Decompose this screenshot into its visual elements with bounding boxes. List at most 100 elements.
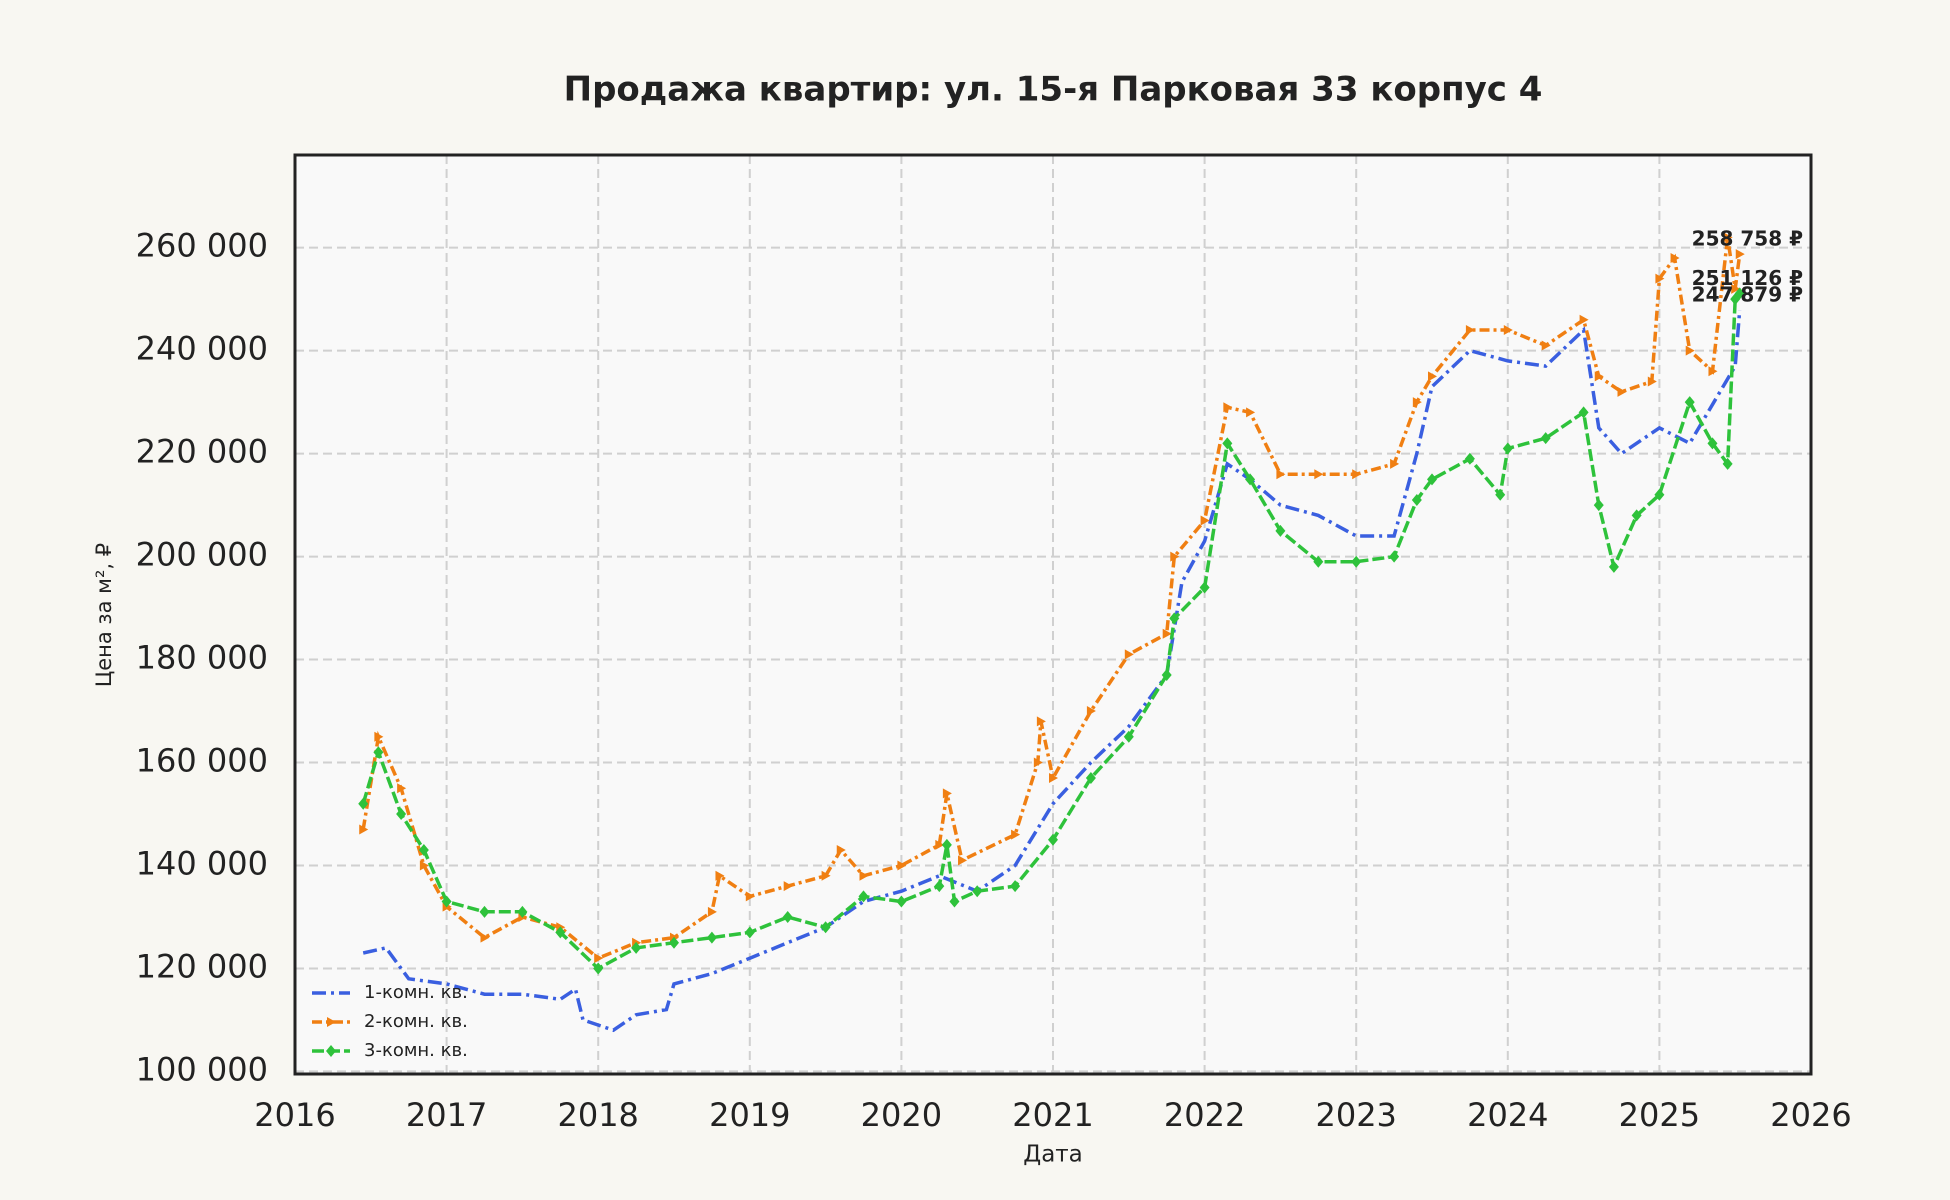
data-point [1594,371,1604,382]
data-point [517,905,528,918]
data-point [479,905,490,918]
data-point [1735,249,1745,260]
y-tick-label: 180 000 [136,639,268,677]
data-point [942,788,952,799]
end-label: 258 758 ₽ [1692,227,1803,251]
x-tick-label: 2018 [557,1096,638,1134]
legend-label: 1-комн. кв. [364,982,468,1003]
data-point [783,881,793,892]
data-point [1655,273,1665,284]
data-point [1246,407,1256,418]
data-point [1722,457,1733,470]
x-axis-label: Дата [1023,1142,1083,1168]
data-point [1123,730,1134,743]
legend-label: 2-комн. кв. [364,1011,468,1032]
data-point [1465,325,1475,336]
data-point [1427,473,1437,486]
data-point [821,870,831,881]
data-point [1351,555,1362,568]
grid [294,155,1812,1074]
data-point [1684,396,1695,409]
data-point [593,962,604,975]
data-point [1593,499,1604,512]
data-point [480,932,490,943]
y-tick-label: 260 000 [136,227,268,265]
data-point [1541,340,1551,351]
data-point [359,824,369,835]
data-point [1503,325,1513,336]
data-point [1085,771,1096,784]
data-point [1048,833,1058,846]
data-point [1540,432,1551,445]
data-point [1734,287,1745,300]
legend-marker [326,1045,336,1057]
data-point [1169,612,1180,625]
data-point [669,936,679,949]
data-point [1708,366,1718,377]
data-point [935,839,945,850]
data-point [1608,560,1619,573]
data-point [1161,668,1172,681]
data-point [744,926,755,939]
data-point [1670,252,1680,263]
data-point [397,783,407,794]
chart-title: Продажа квартир: ул. 15-я Парковая 33 ко… [564,70,1543,110]
data-point [441,895,452,908]
data-point [820,921,831,934]
end-label: 247 879 ₽ [1692,283,1803,307]
data-point [836,845,846,856]
data-point [1685,345,1695,356]
data-point [1390,458,1400,469]
data-point [958,855,968,866]
series-line [362,309,1742,1033]
end-label: 251 126 ₽ [1692,266,1803,290]
data-point [782,910,793,923]
data-point [1647,376,1657,387]
data-point [1389,550,1400,563]
data-point [1314,469,1324,480]
data-point [1578,406,1589,419]
data-point [972,885,983,898]
data-point [419,860,429,871]
x-tick-label: 2016 [254,1096,335,1134]
y-tick-label: 240 000 [136,330,268,368]
series-line [361,237,1742,961]
data-point [1428,371,1437,382]
data-point [1654,488,1665,501]
x-tick-label: 2026 [1770,1096,1851,1134]
plot-frame [293,153,1813,1076]
data-point [418,844,429,857]
data-point [1313,555,1324,568]
y-axis-label: Цена за м², ₽ [92,543,116,687]
data-point [896,895,907,908]
series-line [361,292,1742,971]
x-tick-label: 2025 [1619,1096,1700,1134]
data-point [949,895,960,908]
data-point [706,931,717,944]
data-point [594,953,604,964]
data-point [1223,402,1233,413]
series-group [358,232,1745,1033]
data-point [631,941,642,954]
x-tick-label: 2019 [709,1096,790,1134]
data-point [1162,628,1172,639]
data-point [374,731,384,742]
legend-label: 3-комн. кв. [364,1040,468,1061]
data-point [373,746,384,759]
data-point [1049,772,1058,783]
y-tick-label: 100 000 [136,1050,268,1088]
data-point [1011,829,1021,840]
data-point [555,926,566,939]
data-point [396,808,407,821]
data-point [715,870,725,881]
data-point [1464,452,1475,465]
data-point [1495,488,1506,501]
plot-area [295,155,1811,1074]
y-tick-label: 140 000 [136,844,268,882]
x-tick-label: 2022 [1164,1096,1245,1134]
data-point [1707,437,1718,450]
x-tick-label: 2020 [861,1096,942,1134]
data-point [1275,524,1286,537]
y-tick-label: 220 000 [136,433,268,471]
